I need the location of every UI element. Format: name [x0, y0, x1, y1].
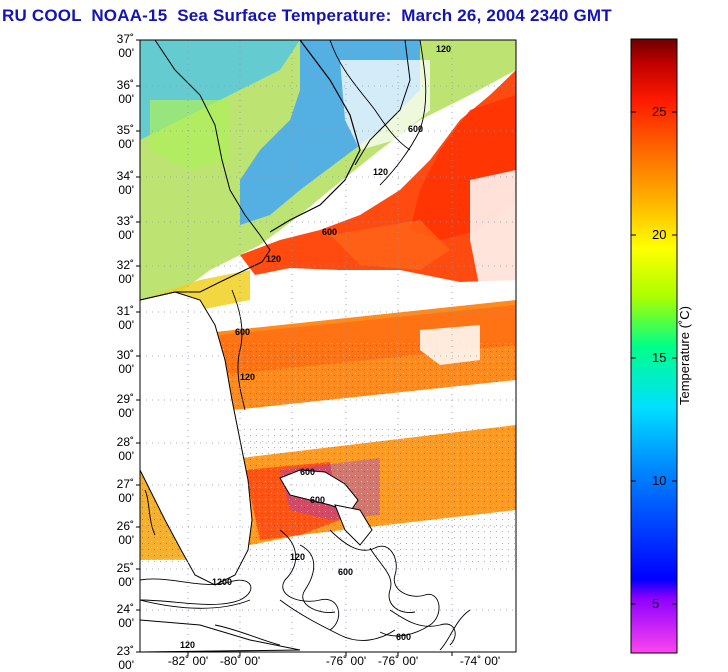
contour-label: 600 — [235, 327, 250, 337]
colorbar-tick-label: 25 — [652, 104, 667, 119]
contour-label: 600 — [322, 227, 337, 237]
colorbar-tick-label: 20 — [652, 227, 667, 242]
lat-label: 29˚ 00' — [116, 392, 134, 420]
florida-land — [140, 291, 253, 586]
contour-label: 600 — [396, 632, 411, 642]
lat-label: 26˚ 00' — [116, 519, 134, 547]
colorbar — [630, 38, 678, 654]
lat-label: 34˚ 00' — [116, 169, 134, 197]
contour-label-group: 120 600 120 600 120 600 120 600 600 1200… — [180, 44, 451, 650]
lat-label: 25˚ 00' — [116, 561, 134, 589]
colorbar-tick-label: 5 — [652, 596, 660, 611]
map-frame — [139, 39, 517, 653]
contour-label: 600 — [408, 124, 423, 134]
outer-banks — [354, 40, 411, 166]
contour-label: 120 — [290, 552, 305, 562]
lon-label: -80˚ 00' — [219, 654, 261, 668]
lat-label: 30˚ 00' — [116, 348, 134, 376]
contour-label: 120 — [180, 640, 195, 650]
contour-label: 600 — [310, 495, 325, 505]
lat-label: 27˚ 00' — [116, 477, 134, 505]
contour-label: 120 — [240, 372, 255, 382]
lat-label: 23˚ 00' — [116, 644, 134, 672]
cuba-land — [140, 619, 301, 652]
lat-label: 37˚ 00' — [116, 32, 134, 60]
contour-label: 1200 — [212, 577, 232, 587]
lat-label: 32˚ 00' — [116, 258, 134, 286]
lat-label: 28˚ 00' — [116, 435, 134, 463]
contour-label: 120 — [373, 167, 388, 177]
lon-label: -82˚ 00' — [167, 654, 209, 668]
contour-label: 120 — [436, 44, 451, 54]
lon-label: -76˚ 00' — [377, 654, 419, 668]
colorbar-title: Temperature (˚C) — [677, 306, 692, 405]
lat-label: 36˚ 00' — [116, 78, 134, 106]
lat-label: 35˚ 00' — [116, 123, 134, 151]
page-title: RU COOL NOAA-15 Sea Surface Temperature:… — [2, 6, 612, 25]
colorbar-tick-label: 10 — [652, 473, 667, 488]
bahamas-bank — [279, 469, 359, 513]
lon-label: -74˚ 00' — [459, 654, 501, 668]
lat-label: 31˚ 00' — [116, 304, 134, 332]
colorbar-tick-label: 15 — [652, 350, 667, 365]
lon-label: -76˚ 00' — [325, 654, 367, 668]
map-panel — [140, 40, 516, 652]
contour-label: 600 — [300, 467, 315, 477]
lat-label: 24˚ 00' — [116, 602, 134, 630]
grid-lines — [140, 40, 516, 652]
bathymetry-contours — [140, 40, 471, 651]
contour-label: 120 — [266, 254, 281, 264]
colorbar-ticks — [631, 111, 677, 605]
lat-label: 33˚ 00' — [116, 214, 134, 242]
contour-label: 600 — [338, 567, 353, 577]
carolina-coast — [269, 40, 361, 233]
